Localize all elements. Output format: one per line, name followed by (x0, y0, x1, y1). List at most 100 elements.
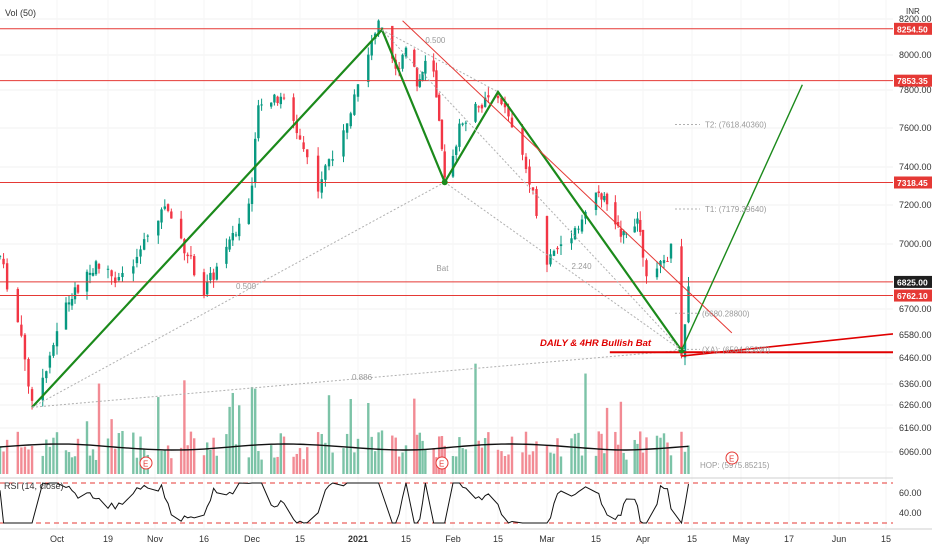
candle-body (91, 272, 95, 276)
volume-bar (641, 452, 645, 474)
price-level-label: 7318.45 (897, 178, 928, 188)
volume-bar (666, 442, 669, 474)
volume-bar (507, 454, 510, 474)
candle-body (48, 355, 52, 368)
volume-ma-line (0, 443, 689, 451)
pattern-legs (31, 27, 683, 409)
candle-body (600, 193, 603, 200)
volume-bar (397, 456, 401, 474)
volume-bar (30, 445, 34, 474)
volume-bar (687, 445, 690, 474)
volume-bar (415, 434, 419, 474)
candle-body (135, 256, 139, 264)
volume-bar (394, 437, 397, 474)
earnings-marker-icon[interactable] (139, 456, 153, 470)
price-tick-label: 6580.00 (899, 330, 932, 340)
candle-body (160, 209, 163, 223)
volume-bar (331, 452, 334, 474)
volume-bar (549, 452, 552, 474)
candle-body (669, 243, 673, 259)
labels: Bat 0.500 0.500 2.240 0.886 T2: (7618.40360) T… (50, 14, 932, 544)
candle-body (206, 281, 209, 295)
volume-bar (5, 439, 9, 474)
price-axis (893, 0, 932, 550)
volume-bar (622, 452, 625, 474)
earnings-marker-icon[interactable] (725, 451, 739, 465)
ratio-line (31, 181, 445, 408)
volume-bar (480, 447, 484, 474)
volume-bar (669, 455, 673, 474)
candle-body (306, 149, 309, 158)
volume-bar (189, 431, 193, 474)
price-level-label: 8254.50 (897, 24, 928, 34)
volume-bar (570, 438, 573, 474)
volume-bar (85, 421, 89, 474)
candle-body (464, 122, 468, 124)
time-tick-label: 15 (591, 534, 601, 544)
volume-bar (594, 455, 598, 474)
volume-bar (279, 433, 282, 474)
candle-body (45, 371, 48, 379)
candle-body (496, 95, 500, 99)
volume-bar (117, 433, 121, 474)
candle-body (458, 123, 461, 147)
volume-bar (464, 449, 468, 474)
candle-body (666, 260, 669, 262)
volume-bar (48, 446, 52, 474)
candle-body (545, 216, 549, 265)
volume-bar (349, 398, 352, 474)
candle-body (603, 195, 606, 201)
volume-bar (52, 437, 55, 474)
candle-body (193, 256, 196, 276)
candle-body (683, 324, 687, 358)
candle-body (163, 206, 166, 209)
candle-body (342, 130, 345, 157)
volume-bar (413, 398, 416, 474)
target-label: HOP: (5975.85215) (700, 461, 770, 470)
volume-bar (70, 457, 74, 474)
candle-body (559, 244, 563, 247)
volume-bar (580, 455, 584, 474)
volume-bar (260, 459, 263, 474)
volume-bar (276, 456, 279, 474)
price-tick-label: 6360.00 (899, 379, 932, 389)
candle-body (524, 156, 528, 170)
candle-body (552, 250, 556, 256)
candle-body (349, 113, 352, 127)
price-level-tag (894, 289, 932, 302)
candle-body (324, 165, 327, 180)
time-tick-label: 17 (784, 534, 794, 544)
volume-bar (257, 451, 260, 474)
earnings-marker-icon[interactable] (435, 456, 449, 470)
candle-body (67, 302, 71, 305)
volume-bar (327, 395, 331, 474)
candle-body (16, 289, 20, 323)
price-tick-label: 7000.00 (899, 239, 932, 249)
volume-bar (625, 459, 628, 474)
candle-body (183, 239, 186, 254)
price-level-tag (894, 176, 932, 189)
ratio-line (444, 181, 682, 351)
time-tick-label: 15 (295, 534, 305, 544)
volume-bar (55, 432, 59, 474)
candle-body (273, 94, 276, 103)
price-tick-label: 7400.00 (899, 162, 932, 172)
candle-body (401, 54, 404, 69)
volume-bar (121, 430, 124, 474)
ratio-line (381, 29, 499, 93)
candle-body (531, 187, 535, 191)
candle-body (279, 96, 282, 105)
candle-body (76, 284, 80, 293)
volume-bar (597, 431, 600, 474)
volume-bar (451, 455, 455, 474)
volume-label: Vol (50) (5, 8, 36, 18)
candle-body (556, 247, 559, 250)
volume-bar (659, 437, 662, 474)
volume-bar (600, 433, 603, 474)
candle-body (27, 359, 30, 387)
volume-bar (510, 436, 514, 474)
volume-bar (521, 452, 524, 474)
candle-body (234, 234, 238, 236)
volume-bar (370, 436, 373, 474)
